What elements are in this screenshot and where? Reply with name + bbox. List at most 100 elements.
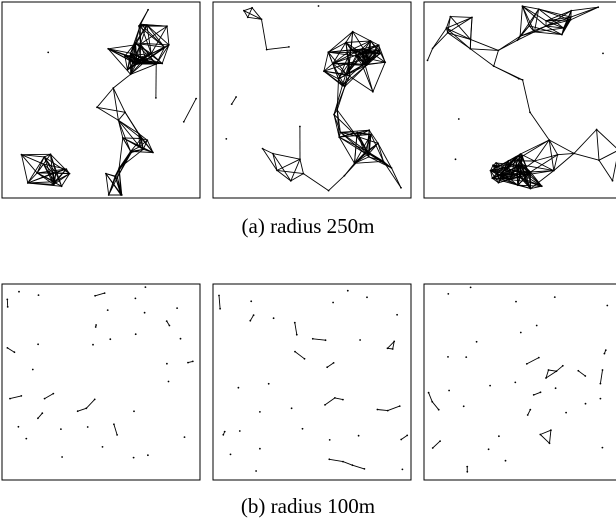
network-node: [504, 459, 507, 462]
network-node: [526, 414, 529, 416]
network-edge: [140, 43, 157, 65]
network-edge: [345, 31, 354, 43]
network-edge: [346, 55, 357, 75]
network-edge: [290, 173, 304, 182]
network-edge: [427, 48, 434, 61]
network-node: [553, 296, 556, 298]
network-node: [361, 64, 364, 67]
network-node: [95, 324, 97, 326]
network-node: [9, 397, 11, 400]
panel-a2: [212, 1, 412, 199]
network-node: [529, 111, 531, 114]
network-edge: [432, 32, 449, 49]
network-node: [61, 456, 63, 458]
network-edge: [243, 10, 249, 18]
network-edge: [578, 370, 586, 377]
network-node: [182, 120, 185, 123]
network-edge: [538, 8, 571, 18]
network-node: [60, 428, 62, 430]
network-edge: [338, 136, 355, 164]
network-edge: [548, 139, 555, 171]
network-node: [26, 182, 29, 184]
network-edge: [55, 172, 70, 175]
network-node: [328, 439, 331, 441]
network-edge: [447, 17, 473, 34]
network-node: [243, 9, 245, 12]
panel-frame: [1, 1, 201, 199]
network-node: [116, 176, 119, 179]
network-node: [6, 347, 9, 349]
network-node: [345, 73, 348, 76]
network-edge: [218, 295, 221, 309]
network-node: [602, 52, 604, 55]
network-node: [597, 6, 600, 9]
network-edge: [247, 16, 262, 20]
network-node: [427, 391, 430, 394]
network-node: [179, 337, 182, 340]
network-node: [324, 404, 326, 406]
network-node: [146, 24, 148, 26]
network-node: [246, 16, 249, 19]
network-node: [342, 460, 344, 463]
network-node: [290, 407, 293, 410]
network-node: [165, 320, 168, 322]
network-node: [155, 63, 158, 65]
network-node: [439, 440, 441, 442]
network-node: [332, 301, 334, 304]
network-edge: [517, 164, 527, 182]
network-edge: [527, 409, 531, 416]
panel-frame: [212, 1, 412, 199]
network-node: [606, 304, 609, 307]
network-edge: [140, 43, 165, 48]
network-edge: [114, 151, 131, 177]
network-edge: [356, 136, 368, 152]
panel-frame: [1, 283, 201, 481]
network-node: [515, 300, 517, 303]
network-node: [584, 375, 587, 377]
network-node: [386, 409, 389, 412]
network-node: [372, 90, 374, 93]
network-edge: [118, 168, 123, 196]
network-node: [519, 331, 522, 334]
network-edge: [323, 52, 329, 72]
network-edge: [243, 7, 253, 12]
network-node: [348, 61, 351, 64]
network-node: [333, 113, 335, 116]
panel-frame: [423, 283, 616, 481]
network-edge: [470, 48, 494, 67]
network-node: [288, 46, 290, 48]
network-node: [139, 43, 142, 45]
network-edge: [117, 120, 132, 152]
network-node: [301, 427, 304, 430]
network-node: [351, 30, 354, 33]
network-node: [431, 400, 434, 403]
network-node: [167, 380, 170, 383]
network-edge: [130, 62, 142, 75]
network-node: [120, 194, 123, 196]
network-edge: [122, 137, 142, 139]
network-node: [447, 356, 449, 358]
network-node: [223, 430, 226, 433]
network-node: [222, 433, 225, 436]
network-edge: [118, 112, 126, 121]
network-edge: [521, 164, 554, 172]
network-node: [498, 435, 500, 438]
network-edge: [44, 153, 51, 158]
network-node: [116, 434, 118, 436]
network-node: [187, 361, 189, 364]
network-node: [265, 48, 268, 51]
network-node: [54, 171, 57, 174]
network-edge: [533, 391, 541, 396]
panel-b1: [1, 283, 201, 481]
panel-b3: [423, 283, 616, 481]
network-edge: [336, 109, 358, 137]
network-node: [466, 465, 469, 468]
network-node: [147, 8, 150, 11]
network-edge: [517, 25, 530, 41]
network-edge: [323, 70, 339, 80]
network-node: [495, 162, 497, 164]
network-node: [516, 164, 519, 167]
network-node: [491, 177, 494, 180]
network-edge: [561, 16, 572, 35]
network-edge: [492, 164, 521, 178]
